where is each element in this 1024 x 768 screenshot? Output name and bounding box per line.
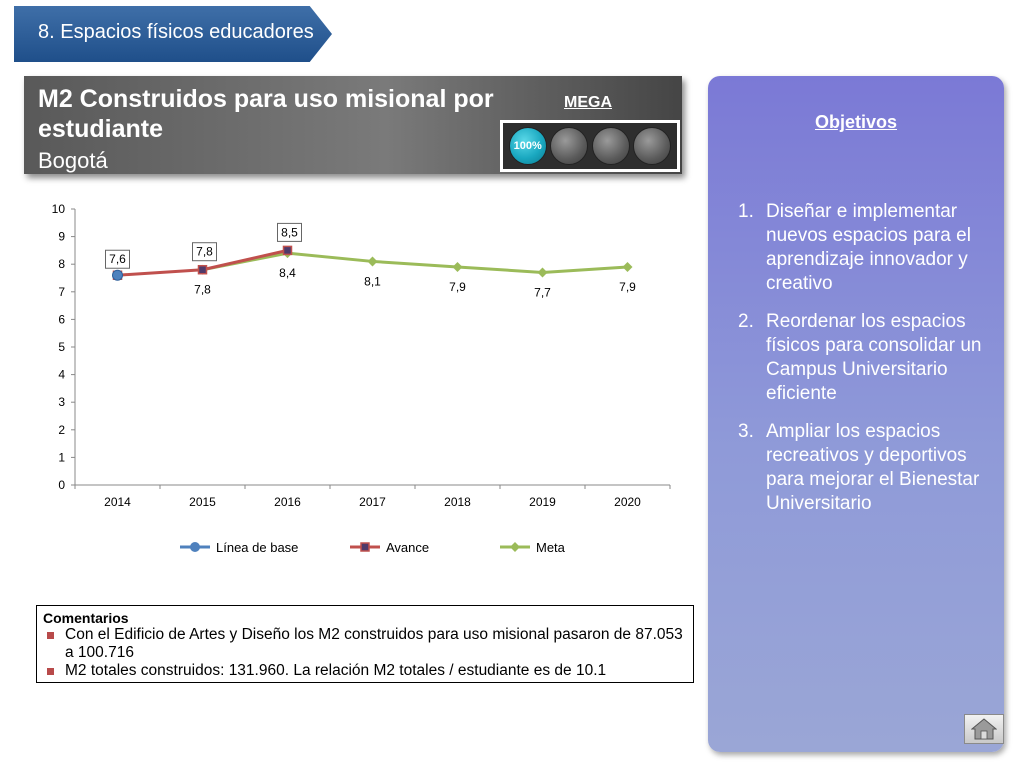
objective-number: 1. <box>738 201 754 222</box>
objectives-title: Objetivos <box>814 112 898 132</box>
point-meta <box>622 261 633 272</box>
comments-title: Comentarios <box>43 610 129 626</box>
data-label-meta: 7,8 <box>194 283 211 297</box>
objective-text: Reordenar los espacios físicos para cons… <box>766 311 982 404</box>
data-label-avance: 8,5 <box>281 225 298 239</box>
x-tick-label: 2019 <box>529 495 556 509</box>
y-tick-label: 4 <box>58 368 65 382</box>
data-label-meta: 7,9 <box>449 280 466 294</box>
mega-empty-circle-2 <box>591 127 630 165</box>
line-chart: 0 1 2 3 4 5 6 7 8 9 10 2014 2015 2016 2017 2018 2019 2020… <box>52 202 671 555</box>
x-tick-label: 2015 <box>189 495 216 509</box>
legend-label: Meta <box>536 540 566 555</box>
y-tick-label: 9 <box>58 230 65 244</box>
x-tick-label: 2018 <box>444 495 471 509</box>
data-label-linea-base: 7,6 <box>109 252 126 266</box>
mega-empty-circle-1 <box>550 127 589 165</box>
section-tab[interactable]: 8. Espacios físicos educadores <box>14 6 332 62</box>
y-tick-label: 7 <box>58 285 65 299</box>
title-banner: M2 Construidos para uso misional por est… <box>24 76 682 174</box>
page-subtitle: Bogotá <box>38 148 108 173</box>
y-tick-label: 2 <box>58 423 65 437</box>
data-label-avance-box <box>192 242 217 262</box>
y-tick-label: 8 <box>58 257 65 271</box>
objective-text: Ampliar los espacios recreativos y depor… <box>766 421 980 514</box>
y-tick-label: 3 <box>58 395 65 409</box>
x-tick-label: 2016 <box>274 495 301 509</box>
objective-number: 2. <box>738 311 754 332</box>
legend-label: Línea de base <box>216 540 298 555</box>
comments-box: Comentarios Con el Edificio de Artes y D… <box>36 605 694 683</box>
section-label: 8. Espacios físicos educadores <box>38 21 314 43</box>
page-title: M2 Construidos para uso misional por est… <box>38 85 494 143</box>
y-tick-label: 0 <box>58 478 65 492</box>
data-label-meta: 7,7 <box>534 285 551 299</box>
point-linea-base <box>112 269 123 281</box>
objectives-list: 1. Diseñar e implementar nuevos espacios… <box>738 200 988 530</box>
mega-empty-circle-3 <box>633 127 672 165</box>
point-meta <box>452 261 463 272</box>
objective-text: Diseñar e implementar nuevos espacios pa… <box>766 201 971 294</box>
objective-item: 1. Diseñar e implementar nuevos espacios… <box>738 200 988 296</box>
legend-marker <box>190 542 200 552</box>
chart: 0 1 2 3 4 5 6 7 8 9 10 2014 2015 2016 2017 2018 2019 2020… <box>30 195 690 565</box>
data-label-meta: 8,1 <box>364 274 381 288</box>
y-tick-label: 5 <box>58 340 65 354</box>
point-avance <box>197 264 208 275</box>
x-tick-label: 2017 <box>359 495 386 509</box>
objective-item: 3. Ampliar los espacios recreativos y de… <box>738 420 988 516</box>
comments-list: Con el Edificio de Artes y Diseño los M2… <box>43 626 687 680</box>
home-icon <box>971 718 997 740</box>
data-label-avance-box <box>277 222 302 242</box>
series-line-2 <box>202 251 628 274</box>
y-tick-label: 1 <box>58 450 65 464</box>
legend-label: Avance <box>386 540 429 555</box>
point-meta <box>367 256 378 267</box>
data-label-meta: 8,4 <box>279 266 296 280</box>
mega-label: MEGA <box>564 94 612 111</box>
mega-progress-circle: 100% <box>508 127 547 165</box>
legend-marker <box>360 542 370 552</box>
x-tick-label: 2014 <box>104 495 131 509</box>
x-tick-label: 2020 <box>614 495 641 509</box>
data-label-avance: 7,8 <box>196 245 213 259</box>
data-label-linea-base-box <box>105 249 130 269</box>
objectives-panel: Objetivos 1. Diseñar e implementar nuevo… <box>708 76 1004 752</box>
objective-number: 3. <box>738 421 754 442</box>
comment-item: M2 totales construidos: 131.960. La rela… <box>43 662 687 680</box>
home-button[interactable] <box>964 714 1004 744</box>
data-label-meta: 7,9 <box>619 280 636 294</box>
mega-indicator: 100% <box>500 120 680 172</box>
y-tick-label: 6 <box>58 312 65 326</box>
point-avance <box>282 245 293 256</box>
legend-marker <box>510 542 520 552</box>
comment-item: Con el Edificio de Artes y Diseño los M2… <box>43 626 687 662</box>
objective-item: 2. Reordenar los espacios físicos para c… <box>738 310 988 406</box>
point-meta <box>537 267 548 278</box>
y-tick-label: 10 <box>52 202 66 216</box>
